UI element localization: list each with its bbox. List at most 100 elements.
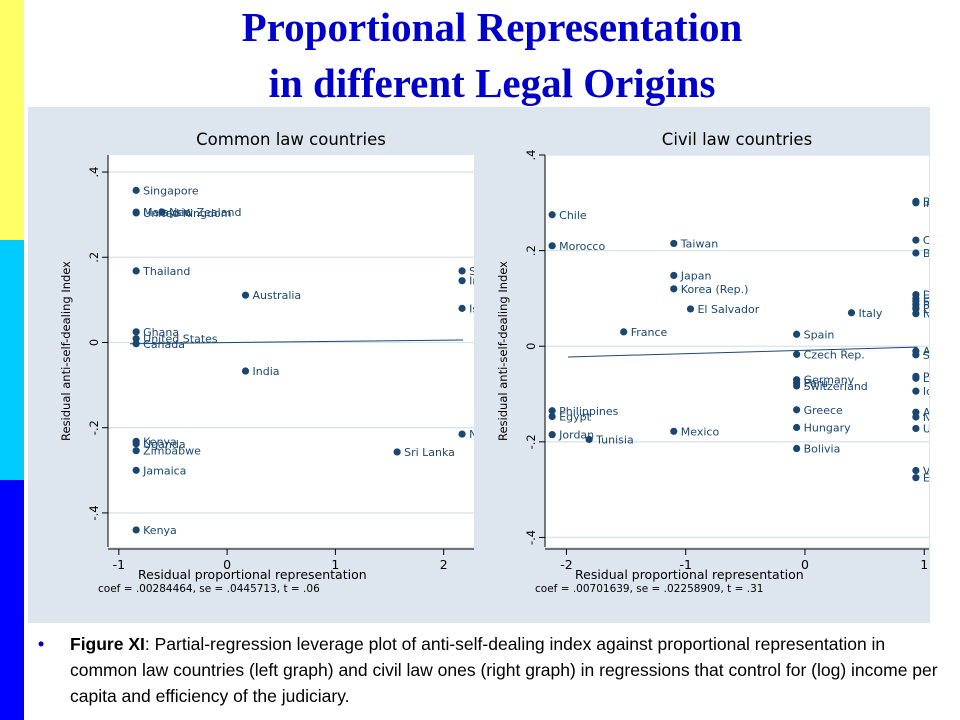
data-point xyxy=(241,291,250,299)
caption-label: Figure XI xyxy=(70,634,145,654)
point-label: Malaysia xyxy=(143,206,191,219)
point-label: Belgium xyxy=(923,247,930,260)
chart-2: Civil law countries -.4 -.2 0 .2 .4 -2 -1 0 1 Resi… xyxy=(496,130,930,595)
fit-line xyxy=(568,346,918,358)
data-point xyxy=(241,367,250,375)
data-point xyxy=(458,304,466,312)
caption-body: Figure XI: Partial-regression leverage p… xyxy=(70,631,943,709)
y-tick-label: 0 xyxy=(524,343,538,350)
regression-footnote: coef = .00701639, se = .02258909, t = .3… xyxy=(535,583,763,595)
data-point xyxy=(912,374,920,382)
data-point xyxy=(132,447,140,455)
data-point xyxy=(670,239,678,248)
x-tick-label: -2 xyxy=(560,557,572,572)
data-point xyxy=(793,382,801,390)
point-label: Japan xyxy=(680,269,712,282)
data-point xyxy=(132,437,140,445)
point-label: Israel xyxy=(469,302,499,315)
x-tick-label: 1 xyxy=(920,557,928,572)
data-point xyxy=(912,310,920,318)
data-point xyxy=(132,335,140,343)
point-label: Poland xyxy=(923,370,930,383)
regression-footnote: coef = .00284464, se = .0445713, t = .06 xyxy=(98,583,320,595)
data-point xyxy=(548,211,556,219)
data-point xyxy=(132,526,140,534)
point-label: Switzerland xyxy=(804,380,868,393)
data-point xyxy=(912,387,920,395)
y-tick-label: 0 xyxy=(87,339,101,346)
point-label: Iceland xyxy=(923,385,930,398)
data-point xyxy=(548,431,556,439)
point-label: Kenya xyxy=(143,524,177,537)
data-point xyxy=(132,466,140,474)
data-point xyxy=(793,423,801,432)
point-label: Argentina xyxy=(923,345,930,358)
x-tick-label: 0 xyxy=(223,557,231,572)
charts-svg: Common law countries -.4 -.2 0 .2 .4 -1 0 1 2 Resi… xyxy=(59,130,930,595)
point-label: Tunisia xyxy=(595,433,634,446)
point-label: Ecuador xyxy=(923,472,930,485)
point-label: Denmark xyxy=(923,289,930,302)
point-label: Australia xyxy=(253,289,302,302)
figure-caption: • Figure XI: Partial-regression leverage… xyxy=(38,631,943,709)
point-label: Hungary xyxy=(804,421,851,434)
slide-title-line-1: Proportional Representation xyxy=(241,4,743,50)
point-label: Korea (Rep.) xyxy=(681,283,749,296)
x-axis-label: Residual proportional representation xyxy=(575,567,804,582)
data-point xyxy=(912,351,920,359)
y-axis-label: Residual anti-self-dealing Index xyxy=(496,261,510,441)
point-label: Indonesia xyxy=(923,197,930,210)
point-label: Netherlands xyxy=(923,411,930,424)
point-label: Singapore xyxy=(143,184,199,197)
data-point xyxy=(132,328,140,336)
point-label: France xyxy=(631,326,668,339)
data-point xyxy=(912,474,920,482)
data-point xyxy=(585,435,593,444)
data-point xyxy=(793,444,801,453)
plot-area xyxy=(108,155,474,547)
point-label: Ireland xyxy=(469,275,507,288)
point-label: United Kingdom xyxy=(143,207,231,220)
x-tick-label: -1 xyxy=(679,557,691,572)
caption-text: : Partial-regression leverage plot of an… xyxy=(70,634,938,706)
data-point xyxy=(670,271,678,280)
point-label: New Zealand xyxy=(169,206,241,219)
point-label: Chile xyxy=(559,209,587,222)
point-label: Uruguay xyxy=(923,422,930,435)
point-label: Venezuela xyxy=(923,465,930,478)
point-label: Germany xyxy=(804,374,855,387)
point-label: Egypt xyxy=(559,410,591,423)
point-label: Mexico xyxy=(681,425,720,438)
point-label: South Africa xyxy=(469,265,536,278)
point-label: Norway xyxy=(923,308,930,321)
point-label: Nigeria xyxy=(469,428,508,441)
y-tick-label: .2 xyxy=(87,252,101,263)
point-label: Italy xyxy=(858,307,882,320)
chart-title: Civil law countries xyxy=(662,130,812,149)
x-axis-label: Residual proportional representation xyxy=(138,567,367,582)
point-label: Uganda xyxy=(143,438,185,451)
point-label: Ecuador xyxy=(923,292,930,305)
point-label: Austria xyxy=(923,406,930,419)
data-point xyxy=(670,427,678,435)
data-point xyxy=(912,424,920,433)
y-tick-label: .4 xyxy=(524,150,538,161)
data-point xyxy=(793,406,801,414)
y-tick-label: .2 xyxy=(524,245,538,256)
chart-1: Common law countries -.4 -.2 0 .2 .4 -1 0 1 2 Resi… xyxy=(59,130,536,595)
data-point xyxy=(912,236,920,244)
chart-title: Common law countries xyxy=(196,130,386,149)
point-label: Finland xyxy=(923,295,930,308)
point-label: Peru xyxy=(804,377,829,390)
data-point xyxy=(912,413,920,421)
data-point xyxy=(912,199,920,207)
data-point xyxy=(670,285,678,293)
point-label: Sweden xyxy=(923,349,930,362)
point-label: Portugal xyxy=(923,302,930,315)
point-label: Thailand xyxy=(142,265,190,278)
data-point xyxy=(393,448,401,456)
point-label: Philippines xyxy=(559,405,619,418)
point-label: Ghana xyxy=(143,326,179,339)
